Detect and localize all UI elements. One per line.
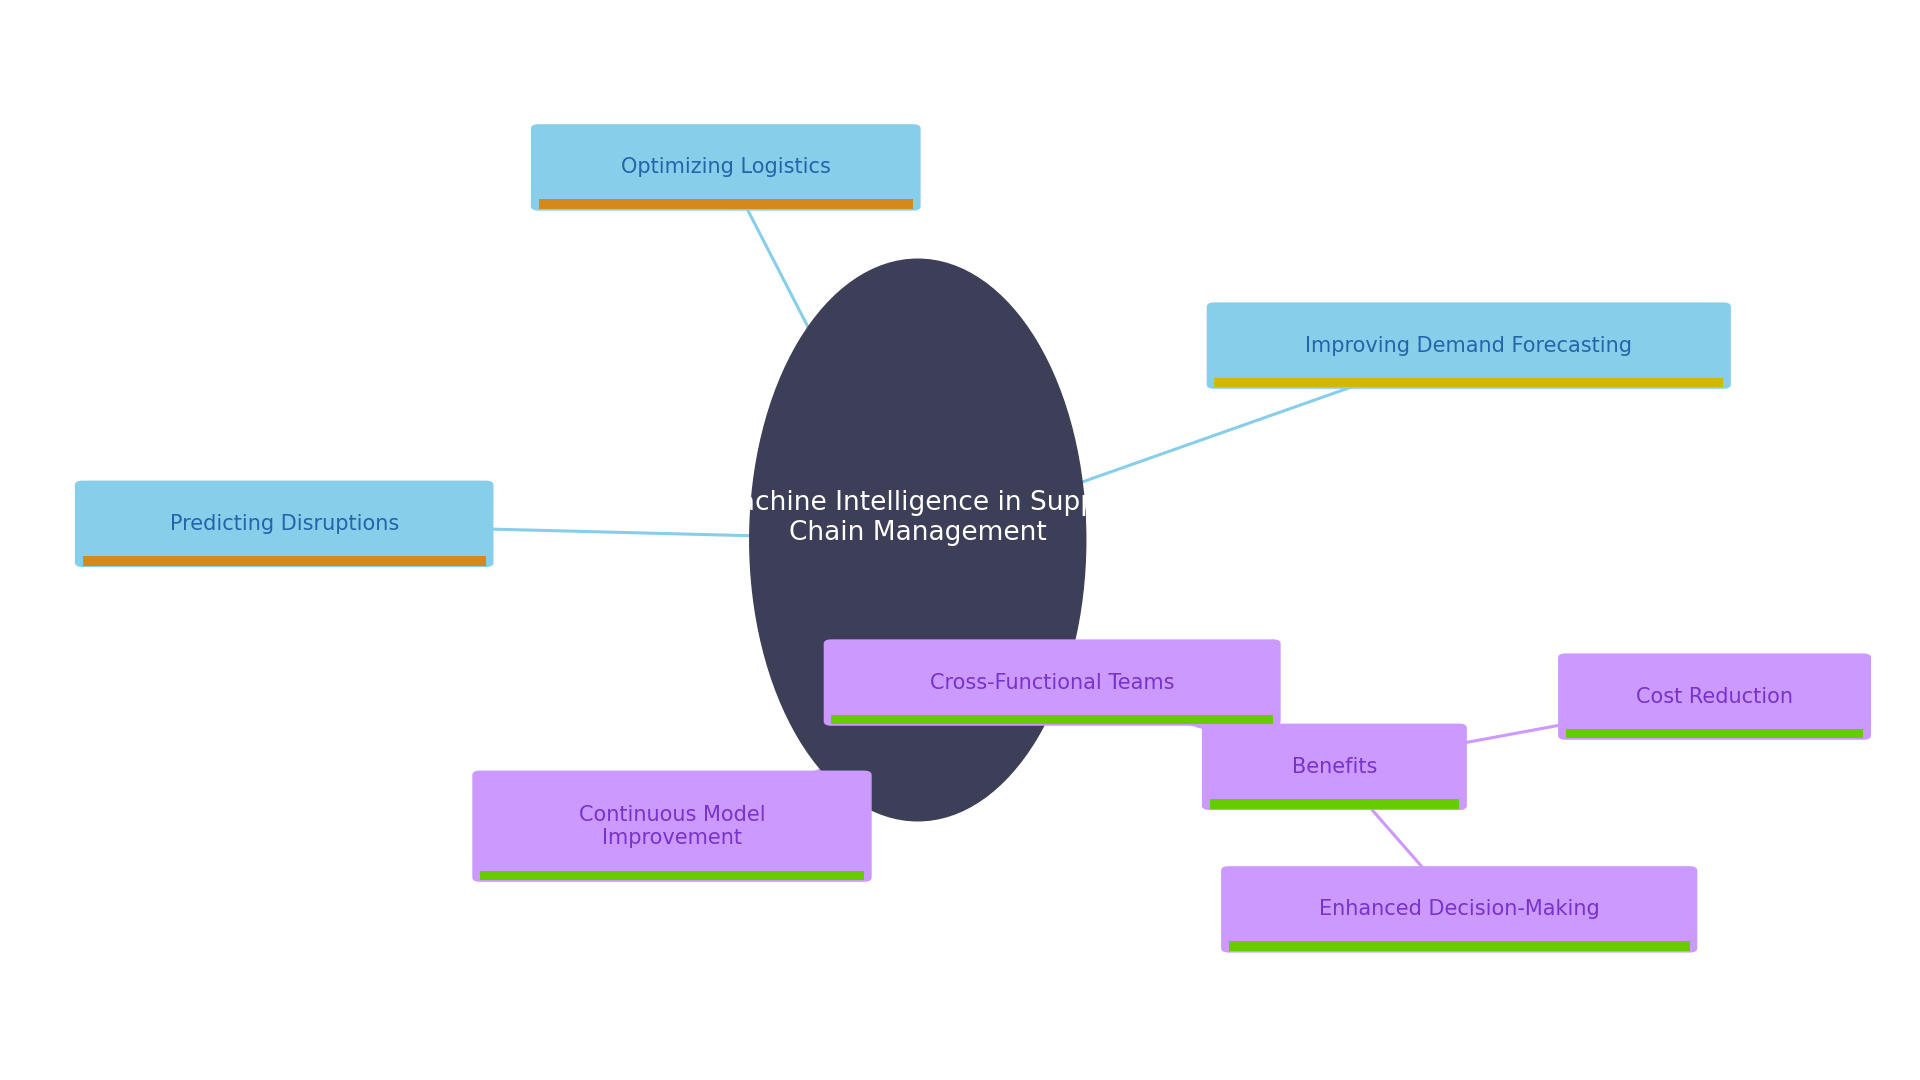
FancyBboxPatch shape: [1202, 724, 1467, 810]
FancyBboxPatch shape: [1210, 799, 1459, 809]
FancyBboxPatch shape: [1229, 942, 1690, 951]
FancyBboxPatch shape: [538, 200, 914, 210]
FancyBboxPatch shape: [75, 481, 493, 567]
Text: Continuous Model
Improvement: Continuous Model Improvement: [578, 805, 766, 848]
FancyBboxPatch shape: [1221, 866, 1697, 953]
Text: Optimizing Logistics: Optimizing Logistics: [620, 158, 831, 177]
FancyBboxPatch shape: [480, 870, 864, 880]
FancyBboxPatch shape: [530, 124, 922, 211]
Text: Cross-Functional Teams: Cross-Functional Teams: [929, 673, 1175, 692]
Ellipse shape: [749, 259, 1087, 821]
FancyBboxPatch shape: [1559, 653, 1870, 740]
Text: Enhanced Decision-Making: Enhanced Decision-Making: [1319, 900, 1599, 919]
FancyBboxPatch shape: [831, 715, 1273, 725]
FancyBboxPatch shape: [1567, 729, 1862, 739]
Text: Improving Demand Forecasting: Improving Demand Forecasting: [1306, 336, 1632, 355]
Text: Cost Reduction: Cost Reduction: [1636, 687, 1793, 706]
FancyBboxPatch shape: [472, 771, 872, 881]
Text: Machine Intelligence in Supply
Chain Management: Machine Intelligence in Supply Chain Man…: [716, 490, 1119, 546]
FancyBboxPatch shape: [1208, 302, 1732, 389]
FancyBboxPatch shape: [824, 639, 1281, 726]
FancyBboxPatch shape: [83, 556, 486, 566]
FancyBboxPatch shape: [1215, 378, 1724, 388]
Text: Predicting Disruptions: Predicting Disruptions: [169, 514, 399, 534]
Text: Benefits: Benefits: [1292, 757, 1377, 777]
